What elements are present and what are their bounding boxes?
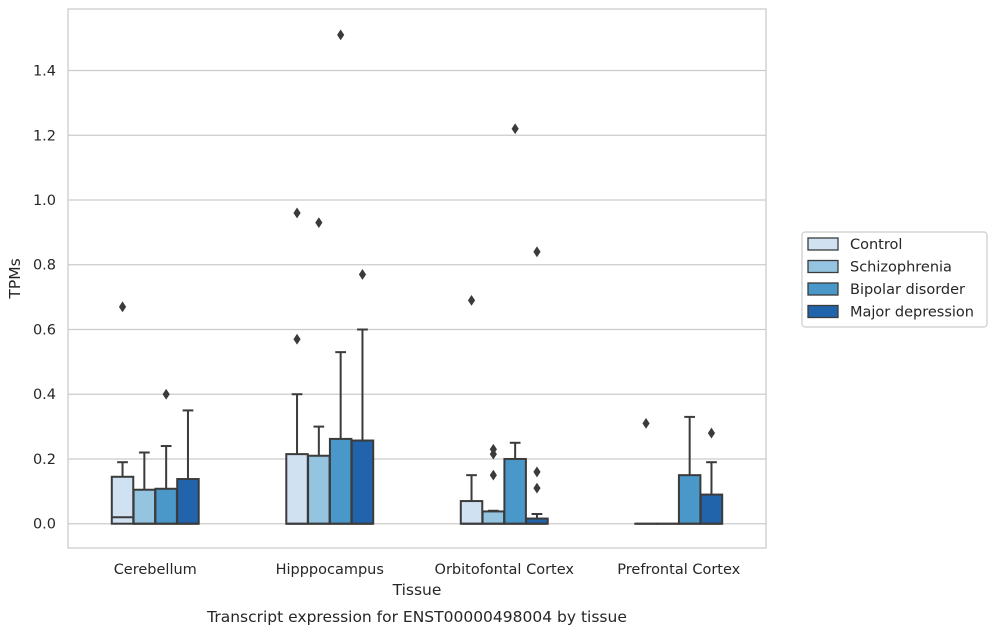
outlier-point-major-depression-orbitofontal-cortex-0 <box>533 482 541 494</box>
box-major-depression-prefrontal-cortex <box>699 427 724 525</box>
x-tick-label-prefrontal-cortex: Prefrontal Cortex <box>617 562 740 578</box>
series-control <box>110 207 658 525</box>
outlier-point-major-depression-hipppocampus-0 <box>358 269 367 280</box>
x-axis-ticks: Cerebellum Hipppocampus Orbitofontal Corte… <box>114 562 741 578</box>
box-plot-series <box>110 29 724 525</box>
outlier-point-bipolar-disorder-cerebellum-0 <box>162 388 170 400</box>
legend-frame <box>801 231 988 328</box>
y-tick-label-1-2: 1.2 <box>33 128 56 144</box>
box-body-bipolar-disorder-orbitofontal-cortex <box>503 457 527 525</box>
box-body-major-depression-cerebellum <box>176 478 200 525</box>
box-schizophrenia-cerebellum <box>132 451 157 525</box>
legend-swatch-schizophrenia <box>807 259 839 274</box>
gridlines <box>68 69 766 525</box>
box-major-depression-cerebellum <box>176 409 200 525</box>
box-body-bipolar-disorder-prefrontal-cortex <box>677 474 702 525</box>
box-schizophrenia-orbitofontal-cortex <box>481 443 506 525</box>
box-schizophrenia-hipppocampus <box>307 217 331 525</box>
x-tick-label-orbitofontal-cortex: Orbitofontal Cortex <box>435 562 575 578</box>
x-axis-label: Tissue <box>392 581 442 599</box>
legend: Control Schizophrenia Bipolar disorder Majo… <box>801 231 988 328</box>
outlier-point-control-hipppocampus-1 <box>293 207 301 219</box>
x-tick-label-cerebellum: Cerebellum <box>114 562 197 578</box>
legend-label-bipolar-disorder: Bipolar disorder <box>850 282 965 298</box>
outlier-point-control-prefrontal-cortex-0 <box>642 417 650 429</box>
outlier-point-bipolar-disorder-orbitofontal-cortex-0 <box>511 123 519 135</box>
legend-swatch-bipolar-disorder <box>807 282 839 296</box>
box-control-hipppocampus <box>285 207 309 525</box>
outlier-point-major-depression-orbitofontal-cortex-2 <box>533 246 541 258</box>
y-tick-label-0-0: 0.0 <box>33 517 56 533</box>
y-tick-label-1-4: 1.4 <box>33 64 56 80</box>
box-body-control-orbitofontal-cortex <box>459 500 484 525</box>
y-tick-label-1-0: 1.0 <box>33 193 56 209</box>
outlier-point-schizophrenia-orbitofontal-cortex-2 <box>489 443 497 455</box>
legend-swatch-major-depression <box>807 304 839 319</box>
box-bipolar-disorder-cerebellum <box>154 388 178 525</box>
box-major-depression-hipppocampus <box>350 269 375 525</box>
box-body-schizophrenia-hipppocampus <box>307 454 331 525</box>
box-control-orbitofontal-cortex <box>459 294 484 525</box>
box-major-depression-orbitofontal-cortex <box>525 246 549 525</box>
outlier-point-major-depression-orbitofontal-cortex-1 <box>533 466 541 478</box>
outlier-point-bipolar-disorder-hipppocampus-0 <box>337 29 345 41</box>
outlier-point-control-hipppocampus-0 <box>293 333 301 345</box>
box-bipolar-disorder-orbitofontal-cortex <box>503 123 527 525</box>
chart-caption: Transcript expression for ENST0000049800… <box>206 608 627 626</box>
outlier-point-major-depression-prefrontal-cortex-0 <box>707 427 716 439</box>
box-body-schizophrenia-cerebellum <box>132 488 157 525</box>
outlier-point-schizophrenia-orbitofontal-cortex-0 <box>489 469 497 481</box>
outlier-point-control-cerebellum-0 <box>118 301 127 313</box>
y-axis-ticks: 0.0 0.2 0.4 0.6 0.8 1.0 1.2 1.4 <box>33 64 56 533</box>
box-body-control-hipppocampus <box>285 453 309 525</box>
box-body-major-depression-hipppocampus <box>350 439 375 525</box>
y-tick-label-0-2: 0.2 <box>33 452 56 468</box>
y-tick-label-0-6: 0.6 <box>33 322 56 338</box>
outlier-point-schizophrenia-hipppocampus-0 <box>315 217 323 229</box>
legend-label-control: Control <box>850 237 902 253</box>
outlier-point-control-orbitofontal-cortex-0 <box>467 294 476 306</box>
box-bipolar-disorder-hipppocampus <box>328 29 353 525</box>
legend-swatch-control <box>807 237 839 251</box>
y-tick-label-0-8: 0.8 <box>33 258 56 274</box>
box-control-cerebellum <box>110 301 135 525</box>
series-schizophrenia <box>132 217 680 525</box>
y-axis-label: TPMs <box>6 258 24 299</box>
box-body-schizophrenia-orbitofontal-cortex <box>481 510 506 525</box>
x-tick-label-hipppocampus: Hipppocampus <box>276 562 384 578</box>
series-major-depression <box>176 246 724 525</box>
series-bipolar-disorder <box>154 29 702 525</box>
legend-label-schizophrenia: Schizophrenia <box>850 260 952 276</box>
box-body-bipolar-disorder-cerebellum <box>154 487 178 525</box>
box-body-major-depression-prefrontal-cortex <box>699 493 724 525</box>
box-body-bipolar-disorder-hipppocampus <box>328 437 353 525</box>
box-control-prefrontal-cortex <box>634 417 658 525</box>
box-bipolar-disorder-prefrontal-cortex <box>677 415 702 525</box>
y-tick-label-0-4: 0.4 <box>33 387 56 403</box>
legend-label-major-depression: Major depression <box>850 305 974 321</box>
plot-frame <box>67 8 767 549</box>
